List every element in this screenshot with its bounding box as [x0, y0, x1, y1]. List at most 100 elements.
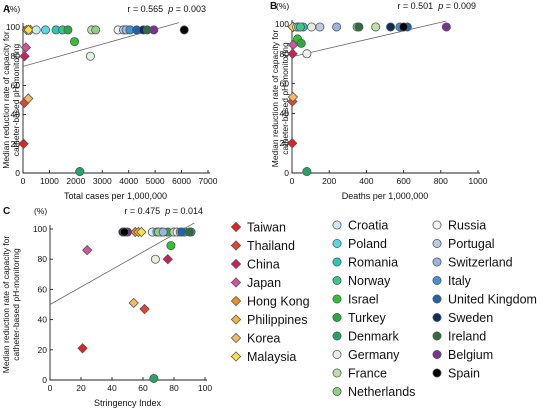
- legend-marker-poland: [332, 238, 342, 248]
- y-axis-label-line1: Median reduction rate of capacity for: [1, 236, 11, 374]
- legend-label: Taiwan: [247, 221, 286, 235]
- point-croatia: [31, 25, 41, 35]
- panel-letter: A: [3, 4, 10, 15]
- legend-label: United Kingdom: [448, 293, 537, 307]
- legend-label: Russia: [448, 219, 486, 233]
- legend-label: Spain: [448, 367, 480, 381]
- y-tick-label: 40: [38, 315, 48, 325]
- point-france: [371, 22, 381, 32]
- point-norway: [295, 22, 305, 32]
- x-tick-label: 200: [322, 176, 336, 186]
- y-tick-label: 60: [280, 79, 290, 89]
- point-spain: [179, 25, 189, 35]
- point-germany: [307, 22, 317, 32]
- point-taiwan: [77, 343, 88, 354]
- point-malaysia: [136, 226, 147, 238]
- legend-label: Switzerland: [448, 256, 513, 270]
- y-tick-label: 100: [275, 19, 289, 29]
- x-tick-label: 2000: [66, 176, 85, 186]
- point-united-kingdom: [177, 227, 187, 237]
- legend-label: Germany: [348, 348, 400, 362]
- legend-marker-united-kingdom: [432, 294, 442, 304]
- axes: [291, 20, 480, 174]
- legend-marker-taiwan: [230, 221, 242, 233]
- point-spain: [119, 227, 129, 237]
- y-tick-label: 80: [38, 254, 48, 264]
- legend-label: Korea: [247, 332, 280, 346]
- y-tick-label: 20: [11, 139, 21, 149]
- legend-label: Norway: [348, 274, 391, 288]
- x-tick-label: 5000: [146, 176, 165, 186]
- y-tick-label: 80: [280, 49, 290, 59]
- legend-marker-spain: [432, 368, 442, 378]
- x-axis-label: Deaths per 1,000,000: [342, 191, 429, 201]
- legend-marker-portugal: [432, 238, 442, 248]
- legend-marker-denmark: [332, 331, 342, 341]
- legend-marker-italy: [432, 275, 442, 285]
- point-ireland: [184, 227, 194, 237]
- y-tick-label: 0: [15, 168, 20, 178]
- x-tick-label: 0: [21, 176, 26, 186]
- y-tick-label: 60: [11, 80, 21, 90]
- x-tick-label: 600: [397, 176, 411, 186]
- point-japan: [20, 42, 32, 53]
- y-tick-label: 20: [38, 345, 48, 355]
- point-korea: [128, 297, 139, 309]
- legend-label: Denmark: [348, 330, 399, 344]
- point-netherlands: [91, 25, 101, 35]
- point-denmark: [302, 167, 312, 177]
- point-denmark: [149, 373, 159, 383]
- y-tick-label: 100: [33, 224, 47, 234]
- panel-letter: C: [3, 206, 10, 217]
- y-axis-label-line1: Median reduction rate of capacity for: [270, 30, 280, 168]
- y-unit-label: (%): [34, 206, 47, 216]
- legend-label: Romania: [348, 256, 398, 270]
- correlation-stats: r = 0.475 p = 0.014: [124, 206, 203, 216]
- legend-marker-thailand: [230, 240, 242, 251]
- point-ireland: [354, 22, 364, 32]
- point-china: [162, 254, 173, 265]
- legend-marker-croatia: [332, 220, 342, 230]
- point-japan: [287, 39, 299, 51]
- legend-label: Sweden: [448, 311, 493, 325]
- legend-marker-romania: [332, 257, 342, 267]
- y-axis-label-line2: catheter-based pH-monitoring: [280, 42, 290, 155]
- point-israel: [166, 241, 176, 251]
- axes: [22, 23, 210, 174]
- point-malaysia: [23, 24, 34, 36]
- x-tick-label: 1000: [40, 176, 59, 186]
- point-japan: [82, 244, 93, 256]
- point-thailand: [139, 303, 150, 315]
- y-tick-label: 80: [11, 51, 21, 61]
- legend-marker-germany: [332, 349, 342, 359]
- point-germany: [150, 254, 160, 264]
- legend-marker-japan: [230, 277, 242, 288]
- correlation-stats: r = 0.501 p = 0.009: [397, 1, 476, 11]
- regression-line: [292, 20, 447, 58]
- point-switzerland: [158, 227, 168, 237]
- legend-marker-korea: [230, 332, 242, 344]
- legend-marker-france: [332, 368, 342, 378]
- legend-label: Portugal: [448, 237, 495, 251]
- x-tick-label: 0: [290, 176, 295, 186]
- point-denmark: [75, 167, 85, 177]
- legend-marker-china: [230, 258, 242, 270]
- y-axis-label-line2: catheter-based pH-monitoring: [11, 248, 21, 361]
- legend-label: Netherlands: [348, 385, 415, 399]
- x-tick-label: 400: [359, 176, 373, 186]
- point-germany: [85, 51, 95, 61]
- legend-label: Turkey: [348, 311, 386, 325]
- x-axis-label: Stringency Index: [94, 398, 162, 408]
- legend-label: Belgium: [448, 348, 493, 362]
- point-turkey: [63, 25, 73, 35]
- legend-marker-netherlands: [332, 386, 342, 396]
- point-sweden: [386, 22, 396, 32]
- legend-label: Philippines: [247, 313, 307, 327]
- x-tick-label: 60: [138, 383, 148, 393]
- x-axis-label: Total cases per 1,000,000: [64, 191, 167, 201]
- legend-label: Thailand: [247, 239, 295, 253]
- legend-marker-switzerland: [432, 257, 442, 267]
- point-china: [19, 51, 30, 62]
- x-tick-label: 0: [48, 383, 53, 393]
- legend: Taiwan Thailand China Japan Hong Kong Philipp…: [230, 219, 537, 399]
